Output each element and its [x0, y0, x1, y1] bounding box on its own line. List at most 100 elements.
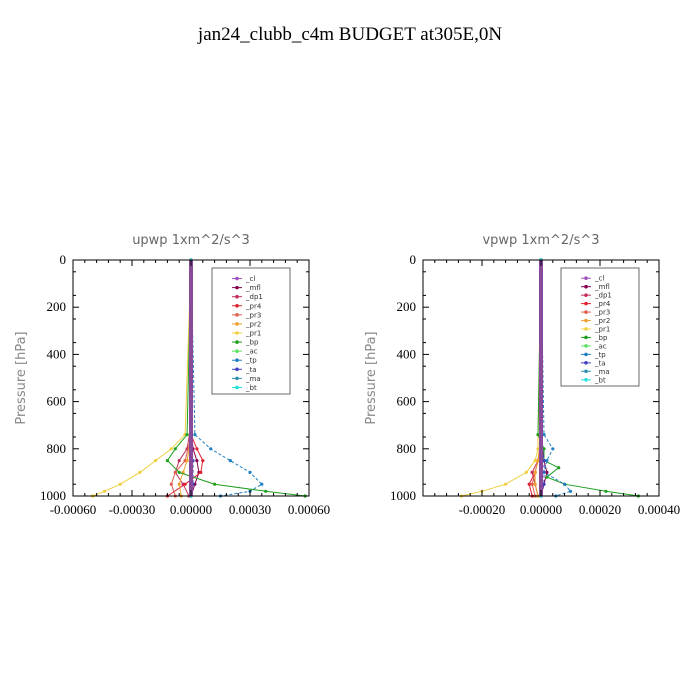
- legend-marker: [584, 369, 588, 374]
- series-point-pr1: [118, 482, 122, 486]
- legend-label: _bt: [594, 376, 606, 384]
- legend-label: _pr4: [594, 300, 611, 308]
- figure-title: jan24_clubb_c4m BUDGET at305E,0N: [197, 24, 502, 45]
- legend-label: _ma: [245, 375, 261, 383]
- panel-title: vpwp 1xm^2/s^3: [482, 233, 599, 248]
- series-line-tp: [540, 259, 572, 497]
- legend-label: _pr3: [594, 309, 610, 317]
- series-line-tp: [190, 259, 263, 497]
- series-point-pr1: [138, 470, 142, 474]
- legend-label: _bt: [245, 384, 257, 392]
- series-point-pr3: [530, 482, 534, 486]
- series-point-pr3: [173, 470, 177, 474]
- x-tick-label: -0.00030: [109, 502, 156, 517]
- legend-label: _pr2: [594, 317, 610, 325]
- series-point-bp: [264, 489, 268, 493]
- legend-label: _ac: [245, 348, 258, 356]
- legend-label: _dp1: [245, 293, 263, 301]
- y-tick-label: 0: [410, 252, 417, 267]
- series-point-tp: [542, 433, 546, 437]
- legend-marker: [235, 367, 239, 372]
- panel-title: upwp 1xm^2/s^3: [132, 233, 250, 248]
- series-point-pr4: [195, 447, 199, 451]
- legend-label: _ma: [594, 368, 610, 376]
- legend-marker: [584, 301, 588, 306]
- legend-marker: [235, 276, 239, 281]
- legend-label: _tp: [245, 357, 257, 365]
- y-tick-label: 0: [60, 252, 67, 267]
- series-point-bp: [557, 466, 561, 470]
- series-point-dp1: [530, 470, 534, 474]
- series-point-pr1: [524, 470, 528, 474]
- series-line-pr1: [92, 259, 192, 497]
- legend-marker: [235, 322, 239, 326]
- series-point-pr4: [527, 482, 531, 486]
- legend-label: _pr1: [594, 326, 610, 334]
- series-point-bp: [173, 447, 177, 451]
- series-point-bp: [604, 489, 608, 493]
- legend-marker: [235, 285, 239, 290]
- legend-label: _cl: [245, 275, 255, 283]
- x-tick-label: -0.00060: [50, 502, 97, 517]
- series-point-ta: [542, 459, 546, 463]
- legend-marker: [235, 340, 239, 344]
- legend-label: _mfl: [594, 283, 610, 291]
- legend-label: _mfl: [245, 284, 261, 292]
- x-tick-label: 0.00040: [638, 502, 680, 517]
- series-point-bp: [177, 470, 181, 474]
- series-line-bp: [166, 259, 306, 497]
- y-tick-label: 800: [397, 441, 417, 456]
- legend-label: _cl: [594, 275, 604, 283]
- legend-label: _bp: [245, 339, 259, 347]
- legend-label: _pr4: [245, 302, 262, 310]
- legend-marker: [235, 349, 239, 353]
- legend: _cl_mfl_dp1_pr4_pr3_pr2_pr1_bp_ac_tp_ta_…: [560, 267, 640, 387]
- series-point-dp1: [177, 459, 181, 463]
- series-point-pr3: [169, 482, 173, 486]
- series-point-pr4: [183, 482, 187, 486]
- series-point-tp: [545, 459, 549, 463]
- series-point-tp: [209, 447, 213, 451]
- legend-label: _ta: [594, 359, 606, 367]
- legend-marker: [235, 331, 239, 335]
- series-point-pr2: [177, 482, 181, 486]
- y-tick-label: 200: [397, 299, 417, 314]
- legend-marker: [584, 327, 588, 331]
- legend-marker: [584, 361, 588, 365]
- series-point-pr4: [199, 470, 203, 474]
- y-tick-label: 200: [47, 299, 67, 314]
- series-point-bp: [213, 482, 217, 486]
- x-tick-label: -0.00020: [459, 502, 506, 517]
- chart-panels: upwp 1xm^2/s^3 Pressure [hPa] 0 200 400 600 80…: [14, 233, 680, 517]
- series-point-tp: [568, 489, 573, 493]
- legend-label: _pr1: [245, 330, 261, 338]
- series-line-pr1: [461, 259, 542, 497]
- legend-marker: [584, 293, 588, 297]
- series-point-ta: [542, 482, 546, 486]
- x-tick-label: 0.00020: [579, 502, 621, 517]
- legend-marker: [235, 385, 239, 390]
- y-axis-label: Pressure [hPa]: [364, 331, 379, 424]
- x-tick-label: 0.00000: [520, 502, 562, 517]
- legend-marker: [584, 284, 588, 289]
- legend-label: _pr3: [245, 311, 261, 319]
- series-point-bp: [545, 475, 549, 479]
- series-point-bp: [542, 447, 546, 451]
- legend-label: _bp: [594, 334, 608, 342]
- series-point-bp: [185, 433, 189, 437]
- legend-label: _pr2: [245, 320, 261, 328]
- y-tick-label: 400: [397, 346, 417, 361]
- series-point-pr1: [169, 447, 173, 451]
- legend-label: _ta: [245, 366, 257, 374]
- x-tick-label: 0.00030: [229, 502, 271, 517]
- series-point-tp: [260, 482, 264, 486]
- y-axis-label: Pressure [hPa]: [14, 331, 29, 424]
- series-point-bp: [536, 433, 540, 437]
- chart-panel-1: vpwp 1xm^2/s^3 Pressure [hPa] 0 200 400 600 80…: [364, 233, 680, 517]
- series-point-pr1: [536, 447, 540, 451]
- series-point-tp: [248, 470, 252, 474]
- legend-label: _tp: [594, 351, 606, 359]
- series-point-bp: [165, 459, 169, 463]
- series-point-tp: [563, 482, 567, 486]
